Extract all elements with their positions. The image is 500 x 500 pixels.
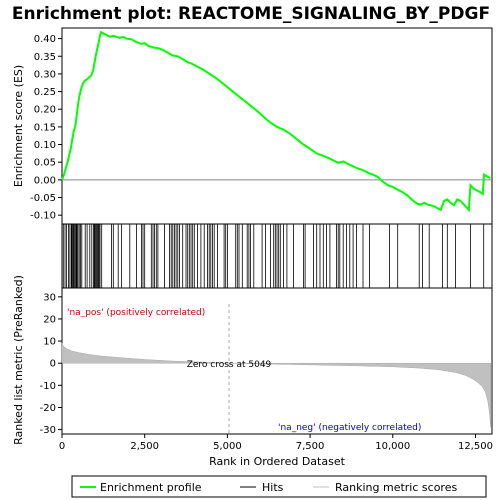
es-y-tick-label: 0.15 <box>34 122 56 133</box>
metric-panel: -30 -20 -10 0 10 20 30 'na_pos' (positively co… <box>12 275 493 445</box>
x-tick-label: 2,500 <box>130 441 159 452</box>
metric-y-tick-label: 20 <box>43 314 56 325</box>
hits-panel <box>61 223 493 289</box>
x-axis-ticks: 0 2,500 5,000 7,500 10,000 12,500 <box>59 434 493 452</box>
es-y-tick-label: -0.10 <box>30 211 56 222</box>
x-tick-label: 12,500 <box>458 441 493 452</box>
metric-y-tick-label: 10 <box>43 337 56 348</box>
metric-y-tick-label: 30 <box>43 292 56 303</box>
metric-y-tick-label: -30 <box>40 425 56 436</box>
zero-cross-label: Zero cross at 5049 <box>187 360 272 370</box>
positive-correlation-label: 'na_pos' (positively correlated) <box>67 308 205 318</box>
es-y-tick-label: -0.05 <box>30 193 56 204</box>
chart-title: Enrichment plot: REACTOME_SIGNALING_BY_P… <box>12 4 490 24</box>
es-y-tick-label: 0.35 <box>34 52 56 63</box>
x-axis-label: Rank in Ordered Dataset <box>209 455 346 468</box>
x-tick-label: 10,000 <box>375 441 410 452</box>
x-tick-label: 0 <box>59 441 65 452</box>
es-panel: -0.10 -0.05 0.00 0.05 0.10 0.15 0.20 0.25 0.30 0.… <box>12 27 493 225</box>
metric-y-tick-label: -10 <box>40 381 56 392</box>
es-y-tick-label: 0.10 <box>34 140 56 151</box>
enrichment-profile-line <box>61 30 491 213</box>
es-y-ticks: -0.10 -0.05 0.00 0.05 0.10 0.15 0.20 0.25 0.30 0.… <box>30 34 62 222</box>
legend-hits-label: Hits <box>262 481 284 494</box>
metric-y-tick-label: 0 <box>50 359 56 370</box>
es-y-tick-label: 0.40 <box>34 34 56 45</box>
es-y-tick-label: 0.05 <box>34 158 56 169</box>
es-y-tick-label: 0.30 <box>34 69 56 80</box>
negative-correlation-label: 'na_neg' (negatively correlated) <box>278 423 421 433</box>
es-y-tick-label: 0.20 <box>34 105 56 116</box>
x-tick-label: 5,000 <box>213 441 242 452</box>
hit-markers <box>62 224 485 288</box>
es-y-axis-label: Enrichment score (ES) <box>12 65 25 187</box>
es-y-tick-label: 0.00 <box>34 175 56 186</box>
legend-enrichment-label: Enrichment profile <box>100 481 202 494</box>
metric-y-ticks: -30 -20 -10 0 10 20 30 <box>40 292 62 436</box>
metric-y-tick-label: -20 <box>40 403 56 414</box>
legend: Enrichment profile Hits Ranking metric s… <box>71 475 487 498</box>
ranking-metric-area <box>61 343 491 428</box>
legend-box <box>71 475 487 498</box>
x-tick-label: 7,500 <box>296 441 325 452</box>
es-y-tick-label: 0.25 <box>34 87 56 98</box>
legend-metric-label: Ranking metric scores <box>335 481 457 494</box>
metric-y-axis-label: Ranked list metric (PreRanked) <box>12 275 25 445</box>
